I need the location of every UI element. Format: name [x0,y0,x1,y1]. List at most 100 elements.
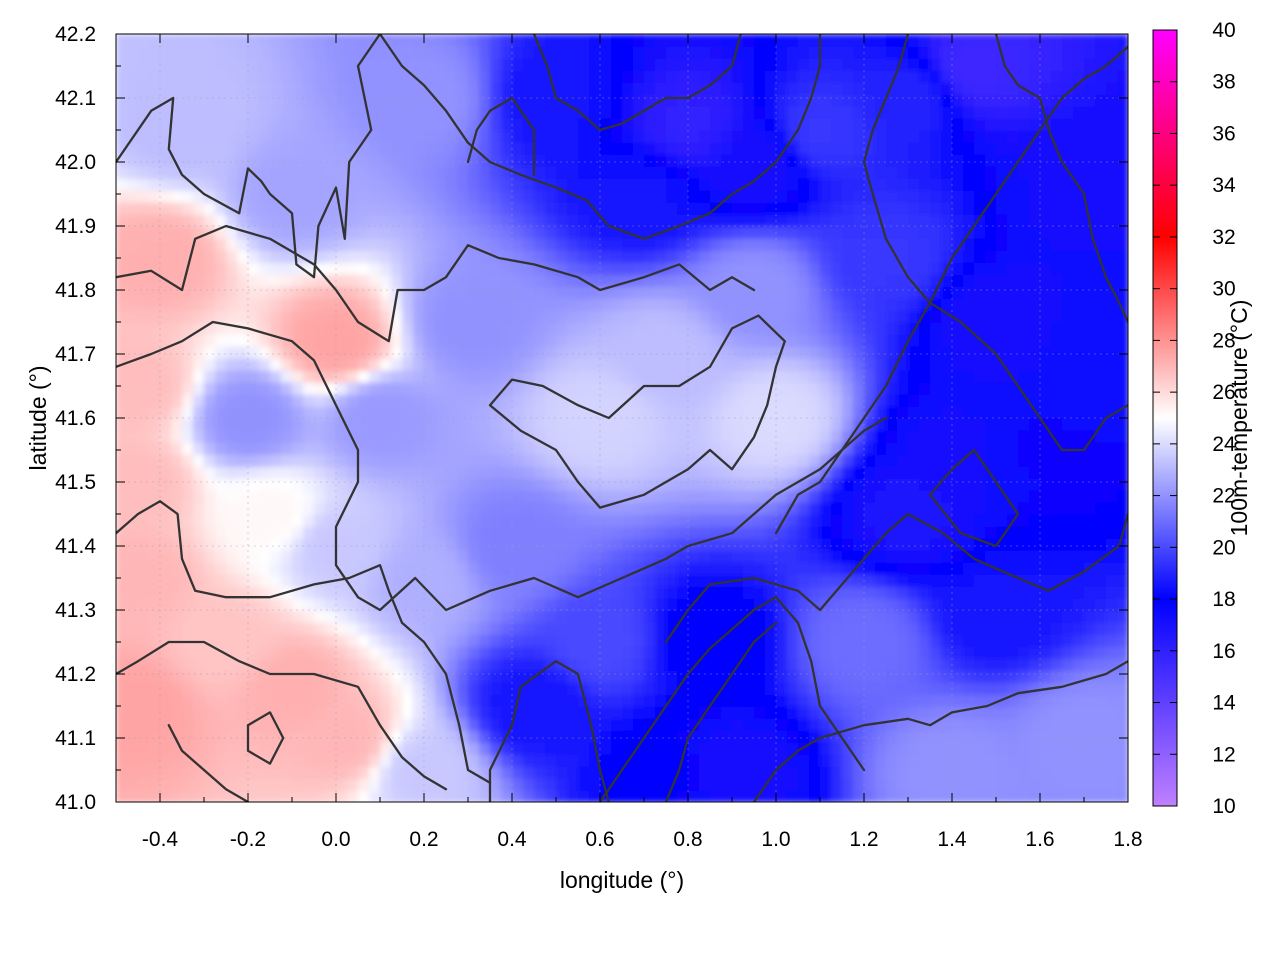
heat-cell [985,718,997,731]
heat-cell [688,358,700,371]
heat-cell [952,214,964,227]
heat-cell [534,790,546,802]
heat-cell [820,226,832,239]
heat-cell [809,694,821,707]
heat-cell [875,646,887,659]
heat-cell [1095,286,1107,299]
heat-cell [688,658,700,671]
heat-cell [248,562,260,575]
heat-cell [1040,694,1052,707]
heat-cell [578,598,590,611]
heat-cell [490,730,502,743]
heat-cell [402,514,414,527]
heat-cell [171,550,183,563]
heat-cell [688,634,700,647]
heat-cell [655,502,667,515]
heat-cell [721,586,733,599]
heat-cell [182,418,194,431]
heat-cell [435,190,447,203]
heat-cell [182,322,194,335]
heat-cell [380,514,392,527]
heat-cell [798,658,810,671]
heat-cell [952,454,964,467]
heat-cell [193,598,205,611]
heat-cell [732,310,744,323]
heat-cell [776,274,788,287]
heat-cell [1051,226,1063,239]
heat-cell [1073,358,1085,371]
heat-cell [479,178,491,191]
heat-cell [908,226,920,239]
heat-cell [314,310,326,323]
heat-cell [1106,502,1118,515]
heat-cell [699,250,711,263]
heat-cell [1018,586,1030,599]
heat-cell [732,502,744,515]
heat-cell [1095,202,1107,215]
heat-cell [380,190,392,203]
heat-cell [545,310,557,323]
heat-cell [622,442,634,455]
heat-cell [754,154,766,167]
heat-cell [930,202,942,215]
heat-cell [831,154,843,167]
heat-cell [677,718,689,731]
heat-cell [644,442,656,455]
heat-cell [116,574,128,587]
heat-cell [820,346,832,359]
heat-cell [963,370,975,383]
heat-cell [875,766,887,779]
heat-cell [930,634,942,647]
heat-cell [1106,586,1118,599]
heat-cell [292,442,304,455]
heat-cell [281,718,293,731]
heat-cell [336,694,348,707]
heat-cell [303,394,315,407]
heat-cell [391,574,403,587]
heat-cell [358,190,370,203]
heat-cell [875,370,887,383]
heat-cell [721,466,733,479]
heat-cell [1007,634,1019,647]
heat-cell [325,514,337,527]
heat-cell [182,502,194,515]
heat-cell [886,790,898,802]
heat-cell [281,250,293,263]
heat-cell [688,490,700,503]
heat-cell [600,778,612,791]
heat-cell [523,322,535,335]
heat-cell [908,634,920,647]
heat-cell [765,754,777,767]
heat-cell [160,718,172,731]
heat-cell [336,406,348,419]
heat-cell [523,274,535,287]
heat-cell [578,754,590,767]
heat-cell [776,526,788,539]
heat-cell [699,682,711,695]
heat-cell [215,454,227,467]
heat-cell [380,142,392,155]
heat-cell [182,538,194,551]
heat-cell [138,754,150,767]
heat-cell [732,334,744,347]
heat-cell [138,370,150,383]
heat-cell [875,718,887,731]
heat-cell [512,178,524,191]
heat-cell [941,694,953,707]
heat-cell [215,382,227,395]
heat-cell [259,514,271,527]
heat-cell [567,742,579,755]
heat-cell [985,214,997,227]
heat-cell [1062,538,1074,551]
heat-cell [270,730,282,743]
heat-cell [732,430,744,443]
heat-cell [523,394,535,407]
heat-cell [501,394,513,407]
heat-cell [622,274,634,287]
heat-cell [149,478,161,491]
heat-cell [666,310,678,323]
heat-cell [578,178,590,191]
heat-cell [974,766,986,779]
heat-cell [996,382,1008,395]
heat-cell [446,526,458,539]
